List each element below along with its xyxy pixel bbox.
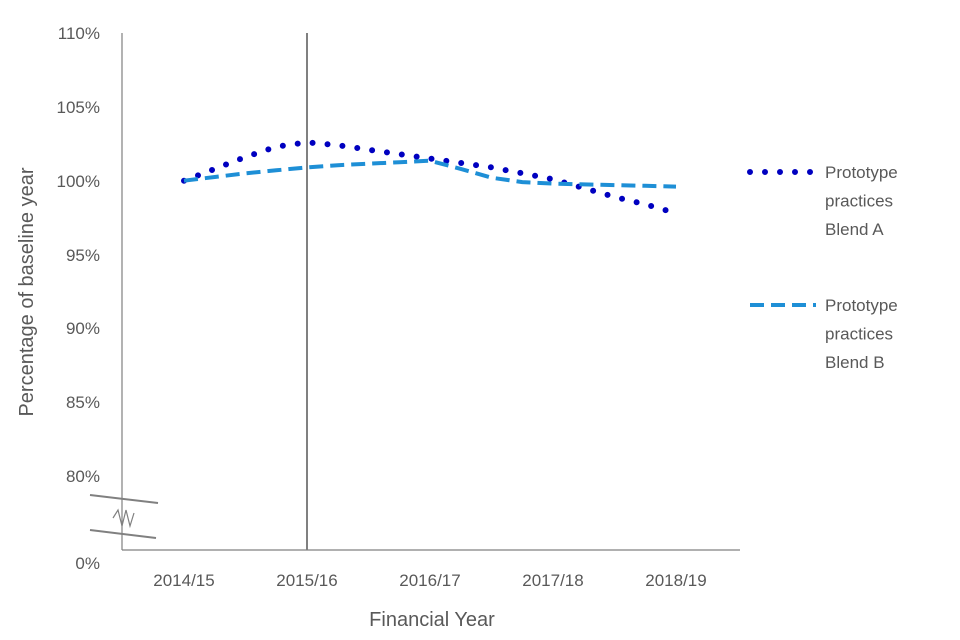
series-line-blend-a — [181, 139, 679, 217]
axis-break-line-bottom — [89, 529, 157, 539]
legend-label: Blend A — [825, 220, 884, 239]
x-tick-labels: 2014/15 2015/16 2016/17 2017/18 2018/19 — [153, 571, 706, 590]
y-axis-title: Percentage of baseline year — [16, 167, 38, 416]
x-axis-title: Financial Year — [369, 609, 495, 631]
series-line-blend-b — [183, 158, 677, 189]
legend-label: Blend B — [825, 353, 885, 372]
x-tick-label: 2018/19 — [645, 571, 706, 590]
x-tick-label: 2017/18 — [522, 571, 583, 590]
axis-break-zigzag — [112, 508, 135, 529]
y-tick-labels: 110% 105% 100% 95% 90% 85% 80% 0% — [57, 24, 100, 573]
x-tick-label: 2015/16 — [276, 571, 337, 590]
y-tick-label: 110% — [58, 24, 100, 43]
y-tick-label: 90% — [66, 319, 100, 338]
y-tick-label: 105% — [57, 98, 100, 117]
legend-label: Prototype — [825, 163, 898, 182]
legend-label: Prototype — [825, 296, 898, 315]
y-tick-label: 85% — [66, 393, 100, 412]
legend: Prototype practices Blend A Prototype practi… — [747, 163, 898, 372]
axis-break-line-top — [89, 494, 159, 504]
x-tick-label: 2016/17 — [399, 571, 460, 590]
axes — [89, 33, 740, 551]
y-tick-label: 0% — [75, 554, 100, 573]
legend-label: practices — [825, 192, 893, 211]
y-tick-label: 95% — [66, 246, 100, 265]
x-tick-label: 2014/15 — [153, 571, 214, 590]
y-tick-label: 100% — [57, 172, 100, 191]
series-layer — [181, 139, 679, 217]
y-tick-label: 80% — [66, 467, 100, 486]
legend-label: practices — [825, 325, 893, 344]
